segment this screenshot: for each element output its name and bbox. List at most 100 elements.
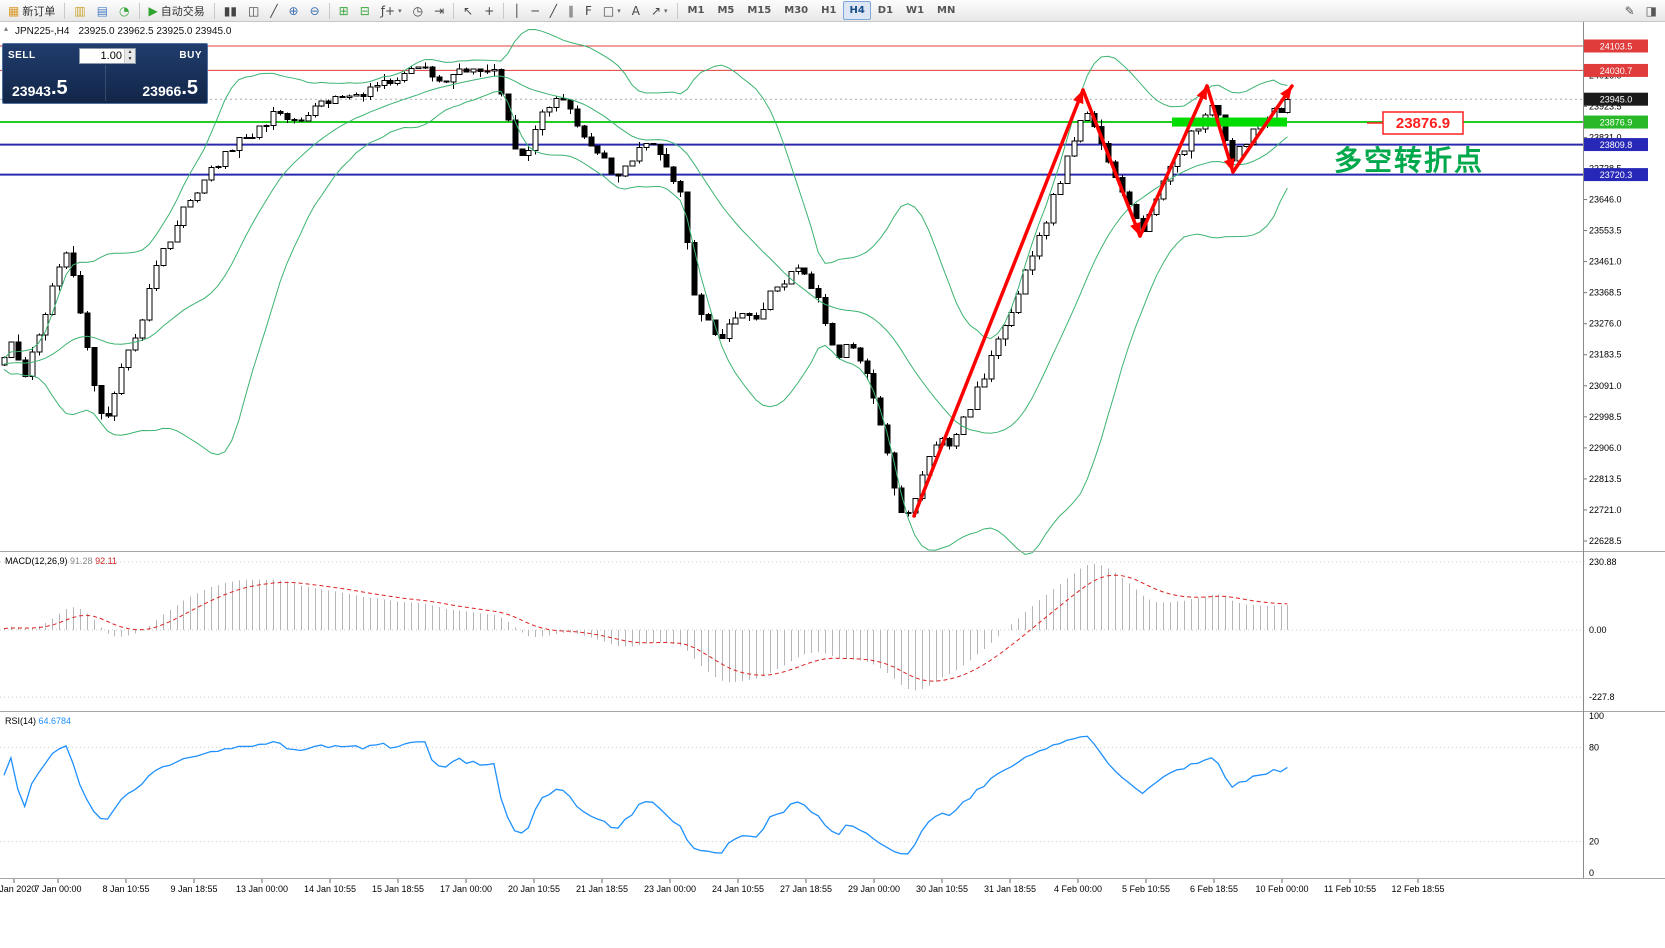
timeframe-mn[interactable]: MN [931,1,961,20]
svg-text:0.00: 0.00 [1589,625,1607,635]
candle-chart-icon-glyph: ◫ [247,3,260,18]
edit-toolbar-icon-button[interactable]: ✎ [1620,1,1640,20]
chart-canvas[interactable]: 23876.9多空转折点24016.023923.523831.023738.5… [0,22,1665,948]
line-chart-icon-button[interactable]: ╱ [265,1,282,20]
toolbar-separator [213,2,215,19]
cursor-icon-button[interactable]: ↖ [458,1,478,20]
timeframe-h4[interactable]: H4 [843,1,871,20]
tile-windows-icon-button[interactable]: ⊞ [334,1,354,20]
macd-label: MACD(12,26,9) 91.28 92.11 [5,556,117,566]
zoom-in-icon-button[interactable]: ⊕ [284,1,304,20]
horizontal-line-icon-glyph: ─ [531,3,539,18]
svg-text:23 Jan 00:00: 23 Jan 00:00 [644,884,696,894]
symbol-ohlc: 23925.0 23962.5 23925.0 23945.0 [78,26,232,37]
svg-text:27 Jan 18:55: 27 Jan 18:55 [780,884,832,894]
svg-text:23091.0: 23091.0 [1589,381,1622,391]
chart-shift-icon-button[interactable]: ⇥ [429,1,449,20]
svg-text:4 Feb 00:00: 4 Feb 00:00 [1054,884,1102,894]
chevron-down-icon: ▾ [664,6,668,15]
toolbar-separator [453,2,455,19]
bar-chart-icon-button[interactable]: ▮▮ [219,1,242,20]
sell-button[interactable]: 23943.5 [8,65,105,101]
svg-text:23831.0: 23831.0 [1589,132,1622,142]
trendline-icon-button[interactable]: ╱ [545,1,562,20]
svg-text:22721.0: 22721.0 [1589,505,1622,515]
svg-text:22628.5: 22628.5 [1589,536,1622,546]
one-click-price-row: 23943.5 23966.5 [8,65,202,101]
toolbar-separator [328,2,330,19]
fibonacci-icon-button[interactable]: F [580,1,597,20]
timeframe-m15[interactable]: M15 [741,1,777,20]
autotrade-glyph: ▶ [148,3,158,18]
svg-text:23720.3: 23720.3 [1600,170,1633,180]
arrows-icon-button[interactable]: ↗ ▾ [646,1,673,20]
chart-window: 23876.9多空转折点24016.023923.523831.023738.5… [0,22,1665,948]
horizontal-line-icon-button[interactable]: ─ [527,1,544,20]
text-label-icon-button[interactable]: A [627,1,645,20]
oneclick-collapse-button[interactable]: ▴ [4,24,9,33]
edit-toolbar-icon-glyph: ✎ [1624,3,1635,18]
svg-text:24103.5: 24103.5 [1600,42,1633,52]
timeframe-m1[interactable]: M1 [682,1,711,20]
buy-price: 23966 [142,83,182,99]
timeframe-w1[interactable]: W1 [900,1,930,20]
svg-text:23923.5: 23923.5 [1589,101,1622,111]
svg-text:8 Jan 10:55: 8 Jan 10:55 [102,884,149,894]
svg-text:5 Feb 10:55: 5 Feb 10:55 [1122,884,1170,894]
support-zone-bar[interactable] [1172,117,1287,127]
indicators-icon-button[interactable]: ƒ+ ▾ [376,1,407,20]
timeframe-h1[interactable]: H1 [815,1,842,20]
candle-chart-icon-button[interactable]: ◫ [243,1,264,20]
data-window-icon-glyph: ▤ [96,3,109,18]
data-window-icon-button[interactable]: ▤ [92,1,113,20]
tile-windows-icon-glyph: ⊞ [338,3,349,18]
volume-down-button[interactable]: ▼ [124,55,135,63]
svg-text:20: 20 [1589,837,1599,847]
timeframe-d1[interactable]: D1 [872,1,899,20]
buy-button[interactable]: 23966.5 [104,65,203,101]
text-label-icon-glyph: A [631,3,640,18]
svg-text:23183.5: 23183.5 [1589,350,1622,360]
docking-icon-button[interactable]: ◨ [1641,1,1662,20]
channel-icon-button[interactable]: ∥ [563,1,579,20]
timeframe-m5[interactable]: M5 [711,1,740,20]
volume-up-button[interactable]: ▲ [124,48,135,56]
timeframe-m30[interactable]: M30 [778,1,814,20]
new-order-button[interactable]: ▦ 新订单 [3,1,60,20]
vertical-line-icon-button[interactable]: │ [508,1,525,20]
zoom-out-icon-button[interactable]: ⊖ [305,1,325,20]
svg-text:14 Jan 10:55: 14 Jan 10:55 [304,884,356,894]
horizontal-levels[interactable] [0,45,1583,176]
shapes-icon-button[interactable]: □ ▾ [598,1,626,20]
new-order-glyph: ▦ [8,3,20,18]
crosshair-icon-button[interactable]: + [479,1,499,20]
one-click-top-row: SELL ▲ ▼ BUY [8,46,202,65]
toolbar-separator [676,2,678,19]
bar-chart-icon-glyph: ▮▮ [223,3,237,18]
chevron-down-icon: ▾ [617,6,621,15]
price-callout-box[interactable] [1382,111,1464,135]
cursor-icon-glyph: ↖ [463,3,474,18]
vertical-line-icon-glyph: │ [513,3,521,18]
price-axis[interactable]: 24016.023923.523831.023738.523646.023553… [1584,39,1648,546]
cascade-windows-icon-button[interactable]: ⊟ [355,1,375,20]
one-click-trading-panel: SELL ▲ ▼ BUY 23943.5 23966.5 [2,43,208,104]
trend-arrows[interactable] [912,84,1294,518]
svg-text:11 Feb 10:55: 11 Feb 10:55 [1324,884,1376,894]
period-clock-icon-button[interactable]: ◷ [408,1,428,20]
svg-text:23945.0: 23945.0 [1600,95,1633,105]
refresh-icon-button[interactable]: ◔ [114,1,134,20]
toolbar-separator [138,2,140,19]
svg-text:22813.5: 22813.5 [1589,474,1622,484]
volume-input[interactable] [79,49,124,62]
svg-text:9 Jan 18:55: 9 Jan 18:55 [170,884,217,894]
market-watch-icon-glyph: ▥ [74,3,86,18]
line-chart-icon-glyph: ╱ [270,3,278,18]
market-watch-icon-button[interactable]: ▥ [69,1,90,20]
sell-price: 23943 [12,83,51,99]
pivot-annotation[interactable]: 多空转折点 [1334,144,1484,176]
autotrade-button[interactable]: ▶ 自动交易 [144,1,210,20]
macd-panel: 230.88 0.00 -227.8 MACD(12,26,9) 91.28 92.1… [0,556,1617,702]
